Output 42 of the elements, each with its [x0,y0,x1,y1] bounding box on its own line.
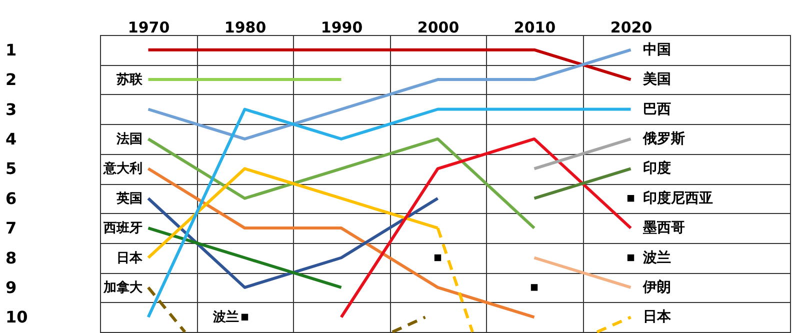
x-tick-label: 2020 [610,18,652,36]
y-tick-label: 5 [6,159,17,178]
point [434,254,442,262]
series-label: 印度 [642,160,671,177]
series-label: 中国 [642,42,671,58]
line-series [146,137,536,230]
point [627,254,634,262]
x-tick-label: 2000 [417,18,460,36]
line-series [340,137,632,319]
series-label: 英国 [115,191,142,206]
x-tick-label: 2010 [514,18,556,36]
y-tick-label: 3 [6,100,17,119]
series-label: 苏联 [115,72,144,88]
y-tick-label: 7 [6,218,17,238]
y-tick-label: 6 [6,188,17,208]
x-tick-label: 1980 [224,18,266,36]
x-tick-label: 1990 [320,18,363,36]
y-tick-label: 10 [6,308,28,327]
y-tick-label: 2 [6,70,17,90]
series-label: 加拿大 [102,279,144,296]
series-label: 波兰 [212,309,239,326]
y-tick-label: 1 [6,40,17,60]
point [241,314,248,321]
y-tick-label: 4 [6,129,17,148]
series-label: 墨西哥 [642,220,685,236]
series-label: 意大利 [102,160,142,177]
y-tick-label: 8 [6,248,17,268]
series-label: 日本 [642,309,672,326]
x-tick-label: 1970 [128,18,170,36]
series-label: 波兰 [642,248,671,266]
line-series [146,48,632,140]
point [530,284,538,291]
series-label: 美国 [642,70,671,88]
series-label: 印度尼西亚 [642,189,713,206]
series-label: 巴西 [642,101,671,118]
series-label: 西班牙 [102,221,142,236]
series-label: 俄罗斯 [642,130,685,147]
point [627,194,634,202]
series-label: 日本 [116,250,144,266]
series-label: 法国 [115,132,142,147]
series-label: 伊朗 [642,278,671,296]
y-tick-label: 9 [6,278,17,297]
